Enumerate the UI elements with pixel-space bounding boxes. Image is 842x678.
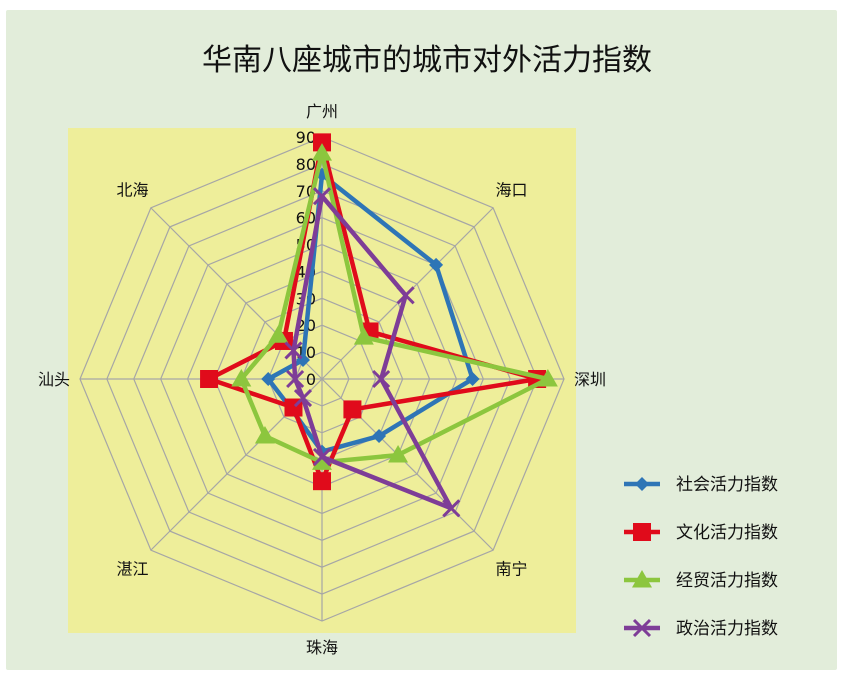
data-point-marker: [268, 325, 289, 343]
series-group: [200, 133, 547, 491]
category-label: 汕头: [38, 370, 70, 389]
category-label: 北海: [116, 180, 148, 199]
data-point-marker: [231, 369, 252, 387]
radial-tick-label: 80: [296, 155, 316, 174]
data-point-marker: [200, 370, 219, 388]
data-point-marker: [442, 499, 461, 518]
chart-title: 华南八座城市的城市对外活力指数: [202, 43, 652, 78]
legend-item: 文化活力指数: [624, 523, 778, 543]
radial-tick-label: 90: [296, 128, 316, 147]
data-point-marker: [372, 369, 391, 389]
data-point-marker: [396, 286, 415, 305]
data-point-marker: [293, 388, 313, 408]
legend-swatch-marker: [632, 618, 652, 638]
data-point-marker: [313, 472, 331, 491]
category-label: 海口: [495, 180, 527, 199]
category-label: 南宁: [495, 560, 527, 579]
data-point-marker: [372, 429, 387, 444]
legend-label: 政治活力指数: [676, 619, 778, 639]
category-label: 湛江: [116, 560, 148, 579]
category-label: 广州: [306, 102, 338, 121]
legend-swatch-marker: [633, 523, 651, 541]
legend-item: 社会活力指数: [624, 475, 778, 495]
data-point-marker: [429, 257, 444, 272]
legend-label: 经贸活力指数: [676, 571, 778, 591]
data-point-marker: [312, 143, 332, 161]
legend-item: 政治活力指数: [624, 618, 778, 639]
data-point-marker: [537, 369, 558, 387]
legend-swatch-marker: [635, 477, 649, 491]
data-point-marker: [388, 445, 409, 463]
series-group: [284, 187, 461, 518]
data-point-marker: [313, 133, 331, 152]
data-point-marker: [254, 426, 275, 444]
legend-swatch-marker: [632, 570, 652, 588]
data-point-marker: [286, 369, 305, 389]
data-point-marker: [465, 372, 480, 386]
data-point-marker: [312, 447, 332, 467]
data-point-marker: [343, 400, 362, 419]
data-point-marker: [261, 372, 276, 386]
legend-label: 社会活力指数: [676, 475, 778, 495]
data-point-marker: [353, 327, 374, 345]
category-label: 深圳: [574, 370, 606, 389]
series-layer: [200, 133, 558, 518]
data-point-marker: [312, 187, 332, 206]
category-label: 珠海: [306, 638, 338, 657]
legend-item: 经贸活力指数: [624, 570, 778, 591]
legend-label: 文化活力指数: [676, 523, 778, 543]
data-point-marker: [284, 341, 303, 360]
radar-grid: [79, 136, 565, 622]
series-group: [231, 143, 558, 470]
data-point-marker: [312, 452, 332, 470]
radial-tick-label: 0: [306, 370, 316, 389]
